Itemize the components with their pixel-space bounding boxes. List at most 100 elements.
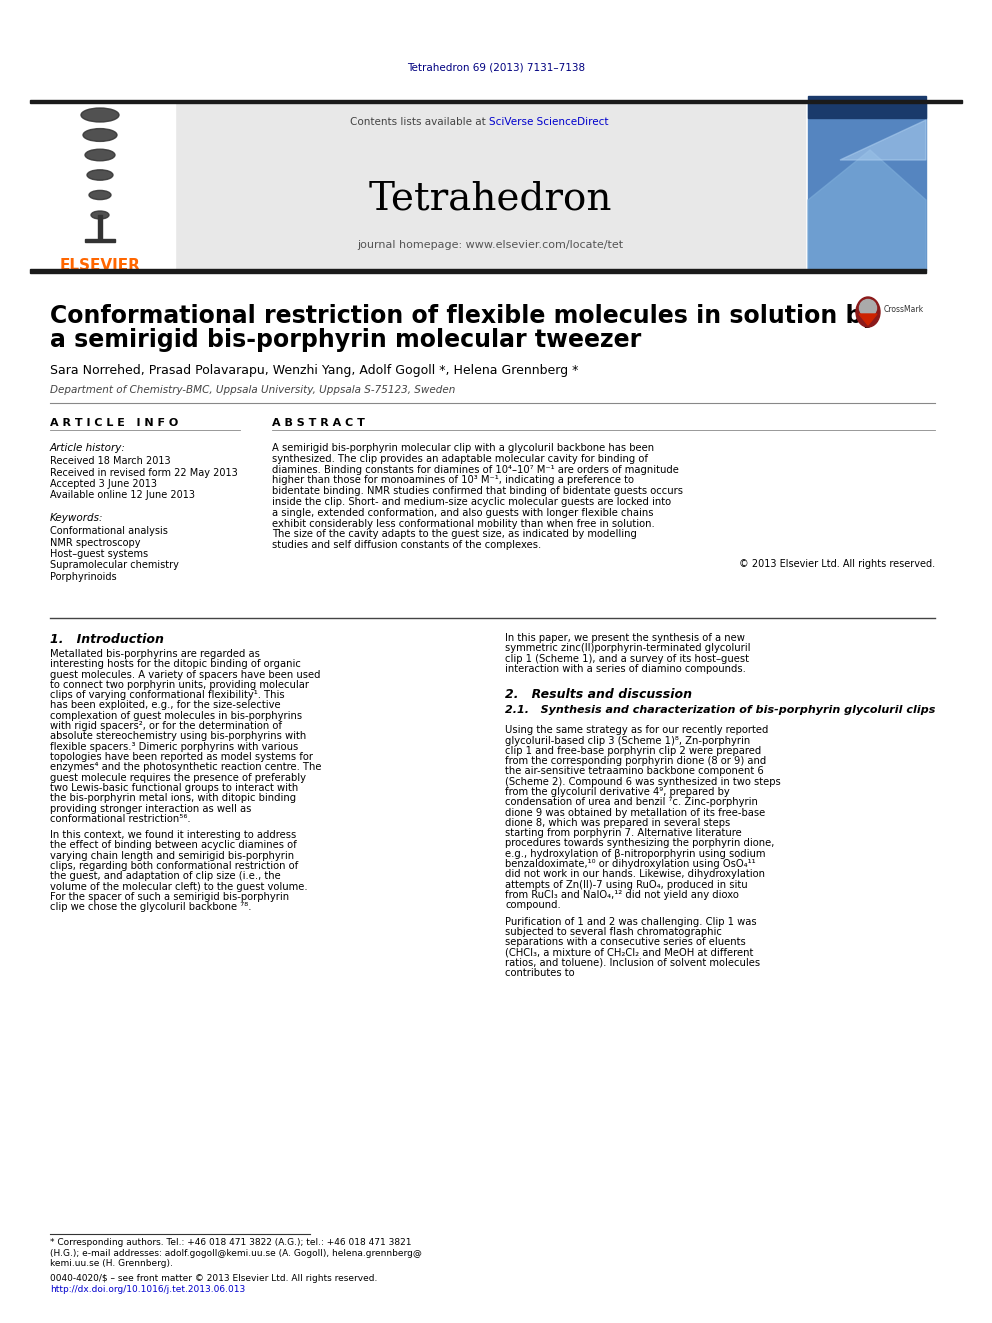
- Text: condensation of urea and benzil ⁷c. Zinc-porphyrin: condensation of urea and benzil ⁷c. Zinc…: [505, 798, 758, 807]
- Text: from the corresponding porphyrin dione (8 or 9) and: from the corresponding porphyrin dione (…: [505, 757, 766, 766]
- Text: kemi.uu.se (H. Grennberg).: kemi.uu.se (H. Grennberg).: [50, 1259, 173, 1267]
- Polygon shape: [840, 120, 926, 160]
- Polygon shape: [859, 314, 877, 325]
- Text: conformational restriction⁵⁶.: conformational restriction⁵⁶.: [50, 814, 190, 824]
- Text: http://dx.doi.org/10.1016/j.tet.2013.06.013: http://dx.doi.org/10.1016/j.tet.2013.06.…: [50, 1285, 245, 1294]
- Text: Supramolecular chemistry: Supramolecular chemistry: [50, 561, 179, 570]
- Text: In this context, we found it interesting to address: In this context, we found it interesting…: [50, 830, 297, 840]
- Text: 2.   Results and discussion: 2. Results and discussion: [505, 688, 692, 701]
- Text: volume of the molecular cleft) to the guest volume.: volume of the molecular cleft) to the gu…: [50, 881, 308, 892]
- Text: varying chain length and semirigid bis-porphyrin: varying chain length and semirigid bis-p…: [50, 851, 294, 861]
- Text: higher than those for monoamines of 10³ M⁻¹, indicating a preference to: higher than those for monoamines of 10³ …: [272, 475, 634, 486]
- Bar: [175, 103, 805, 270]
- Text: ELSEVIER: ELSEVIER: [60, 258, 141, 273]
- Ellipse shape: [859, 299, 877, 316]
- Text: Sara Norrehed, Prasad Polavarapu, Wenzhi Yang, Adolf Gogoll *, Helena Grennberg : Sara Norrehed, Prasad Polavarapu, Wenzhi…: [50, 364, 578, 377]
- Bar: [808, 103, 926, 270]
- Text: starting from porphyrin 7. Alternative literature: starting from porphyrin 7. Alternative l…: [505, 828, 742, 839]
- Text: has been exploited, e.g., for the size-selective: has been exploited, e.g., for the size-s…: [50, 700, 281, 710]
- Text: from RuCl₃ and NaIO₄,¹² did not yield any dioxo: from RuCl₃ and NaIO₄,¹² did not yield an…: [505, 890, 739, 900]
- Text: * Corresponding authors. Tel.: +46 018 471 3822 (A.G.); tel.: +46 018 471 3821: * Corresponding authors. Tel.: +46 018 4…: [50, 1238, 412, 1248]
- Ellipse shape: [91, 210, 109, 220]
- Text: the bis-porphyrin metal ions, with ditopic binding: the bis-porphyrin metal ions, with ditop…: [50, 794, 297, 803]
- Text: clips, regarding both conformational restriction of: clips, regarding both conformational res…: [50, 861, 299, 871]
- Text: Contents lists available at: Contents lists available at: [350, 116, 489, 127]
- Text: (H.G.); e-mail addresses: adolf.gogoll@kemi.uu.se (A. Gogoll), helena.grennberg@: (H.G.); e-mail addresses: adolf.gogoll@k…: [50, 1249, 422, 1257]
- Text: Department of Chemistry-BMC, Uppsala University, Uppsala S-75123, Sweden: Department of Chemistry-BMC, Uppsala Uni…: [50, 385, 455, 396]
- Text: to connect two porphyrin units, providing molecular: to connect two porphyrin units, providin…: [50, 680, 309, 689]
- Text: exhibit considerably less conformational mobility than when free in solution.: exhibit considerably less conformational…: [272, 519, 655, 529]
- Ellipse shape: [81, 108, 119, 122]
- Text: NMR spectroscopy: NMR spectroscopy: [50, 537, 141, 548]
- Text: Received 18 March 2013: Received 18 March 2013: [50, 456, 171, 466]
- Text: A R T I C L E   I N F O: A R T I C L E I N F O: [50, 418, 179, 429]
- Polygon shape: [808, 149, 926, 270]
- Text: CrossMark: CrossMark: [884, 306, 925, 315]
- Text: Tetrahedron 69 (2013) 7131–7138: Tetrahedron 69 (2013) 7131–7138: [407, 62, 585, 71]
- Text: dione 8, which was prepared in several steps: dione 8, which was prepared in several s…: [505, 818, 730, 828]
- Text: dione 9 was obtained by metallation of its free-base: dione 9 was obtained by metallation of i…: [505, 807, 765, 818]
- Text: interaction with a series of diamino compounds.: interaction with a series of diamino com…: [505, 664, 746, 673]
- Text: procedures towards synthesizing the porphyrin dione,: procedures towards synthesizing the porp…: [505, 839, 775, 848]
- Text: SciVerse ScienceDirect: SciVerse ScienceDirect: [489, 116, 608, 127]
- Text: inside the clip. Short- and medium-size acyclic molecular guests are locked into: inside the clip. Short- and medium-size …: [272, 497, 672, 507]
- Ellipse shape: [856, 296, 880, 327]
- Text: providing stronger interaction as well as: providing stronger interaction as well a…: [50, 803, 251, 814]
- Text: compound.: compound.: [505, 900, 560, 910]
- Text: the air-sensitive tetraamino backbone component 6: the air-sensitive tetraamino backbone co…: [505, 766, 764, 777]
- Text: © 2013 Elsevier Ltd. All rights reserved.: © 2013 Elsevier Ltd. All rights reserved…: [739, 560, 935, 569]
- Text: guest molecules. A variety of spacers have been used: guest molecules. A variety of spacers ha…: [50, 669, 320, 680]
- Text: 1.   Introduction: 1. Introduction: [50, 632, 164, 646]
- Text: guest molecule requires the presence of preferably: guest molecule requires the presence of …: [50, 773, 306, 783]
- Text: glycoluril-based clip 3 (Scheme 1)⁸, Zn-porphyrin: glycoluril-based clip 3 (Scheme 1)⁸, Zn-…: [505, 736, 750, 745]
- Text: complexation of guest molecules in bis-porphyrins: complexation of guest molecules in bis-p…: [50, 710, 303, 721]
- Text: Using the same strategy as for our recently reported: Using the same strategy as for our recen…: [505, 725, 769, 736]
- Text: a semirigid bis-porphyrin molecular tweezer: a semirigid bis-porphyrin molecular twee…: [50, 328, 641, 352]
- Text: Tetrahedron: Tetrahedron: [836, 105, 898, 112]
- Text: the guest, and adaptation of clip size (i.e., the: the guest, and adaptation of clip size (…: [50, 872, 281, 881]
- Bar: [98, 216, 102, 239]
- Text: studies and self diffusion constants of the complexes.: studies and self diffusion constants of …: [272, 540, 542, 550]
- Text: interesting hosts for the ditopic binding of organic: interesting hosts for the ditopic bindin…: [50, 659, 301, 669]
- Text: A semirigid bis-porphyrin molecular clip with a glycoluril backbone has been: A semirigid bis-porphyrin molecular clip…: [272, 443, 654, 452]
- Ellipse shape: [85, 149, 115, 161]
- Text: Conformational analysis: Conformational analysis: [50, 527, 168, 536]
- Text: Accepted 3 June 2013: Accepted 3 June 2013: [50, 479, 157, 490]
- Text: the effect of binding between acyclic diamines of: the effect of binding between acyclic di…: [50, 840, 297, 851]
- Text: absolute stereochemistry using bis-porphyrins with: absolute stereochemistry using bis-porph…: [50, 732, 307, 741]
- Text: Keywords:: Keywords:: [50, 513, 103, 523]
- Bar: [30, 103, 175, 270]
- Text: separations with a consecutive series of eluents: separations with a consecutive series of…: [505, 937, 746, 947]
- Text: clip we chose the glycoluril backbone ⁷⁸.: clip we chose the glycoluril backbone ⁷⁸…: [50, 902, 252, 912]
- Text: a single, extended conformation, and also guests with longer flexible chains: a single, extended conformation, and als…: [272, 508, 654, 517]
- Text: Conformational restriction of flexible molecules in solution by: Conformational restriction of flexible m…: [50, 304, 878, 328]
- Text: ratios, and toluene). Inclusion of solvent molecules: ratios, and toluene). Inclusion of solve…: [505, 958, 760, 968]
- Text: clip 1 and free-base porphyrin clip 2 were prepared: clip 1 and free-base porphyrin clip 2 we…: [505, 746, 761, 755]
- Text: Host–guest systems: Host–guest systems: [50, 549, 148, 560]
- Text: Received in revised form 22 May 2013: Received in revised form 22 May 2013: [50, 467, 238, 478]
- Text: Available online 12 June 2013: Available online 12 June 2013: [50, 491, 195, 500]
- Text: clip 1 (Scheme 1), and a survey of its host–guest: clip 1 (Scheme 1), and a survey of its h…: [505, 654, 749, 664]
- Text: 2.1.   Synthesis and characterization of bis-porphyrin glycoluril clips: 2.1. Synthesis and characterization of b…: [505, 705, 935, 716]
- Text: attempts of Zn(II)-7 using RuO₄, produced in situ: attempts of Zn(II)-7 using RuO₄, produce…: [505, 880, 748, 889]
- Text: synthesized. The clip provides an adaptable molecular cavity for binding of: synthesized. The clip provides an adapta…: [272, 454, 648, 464]
- Bar: [808, 97, 926, 118]
- Text: bidentate binding. NMR studies confirmed that binding of bidentate guests occurs: bidentate binding. NMR studies confirmed…: [272, 486, 683, 496]
- Text: Purification of 1 and 2 was challenging. Clip 1 was: Purification of 1 and 2 was challenging.…: [505, 917, 757, 926]
- Ellipse shape: [83, 128, 117, 142]
- Text: two Lewis-basic functional groups to interact with: two Lewis-basic functional groups to int…: [50, 783, 299, 792]
- Text: did not work in our hands. Likewise, dihydroxylation: did not work in our hands. Likewise, dih…: [505, 869, 765, 880]
- Text: with rigid spacers², or for the determination of: with rigid spacers², or for the determin…: [50, 721, 282, 732]
- Text: contributes to: contributes to: [505, 968, 574, 978]
- Text: symmetric zinc(II)porphyrin-terminated glycoluril: symmetric zinc(II)porphyrin-terminated g…: [505, 643, 751, 654]
- Text: enzymes⁴ and the photosynthetic reaction centre. The: enzymes⁴ and the photosynthetic reaction…: [50, 762, 321, 773]
- Text: diamines. Binding constants for diamines of 10⁴–10⁷ M⁻¹ are orders of magnitude: diamines. Binding constants for diamines…: [272, 464, 679, 475]
- Bar: [30, 101, 962, 103]
- Bar: [30, 269, 926, 273]
- Text: Porphyrinoids: Porphyrinoids: [50, 572, 117, 582]
- Ellipse shape: [89, 191, 111, 200]
- Text: 0040-4020/$ – see front matter © 2013 Elsevier Ltd. All rights reserved.: 0040-4020/$ – see front matter © 2013 El…: [50, 1274, 377, 1283]
- Text: For the spacer of such a semirigid bis-porphyrin: For the spacer of such a semirigid bis-p…: [50, 892, 289, 902]
- Text: The size of the cavity adapts to the guest size, as indicated by modelling: The size of the cavity adapts to the gue…: [272, 529, 637, 540]
- Text: e.g., hydroxylation of β-nitroporphyrin using sodium: e.g., hydroxylation of β-nitroporphyrin …: [505, 849, 766, 859]
